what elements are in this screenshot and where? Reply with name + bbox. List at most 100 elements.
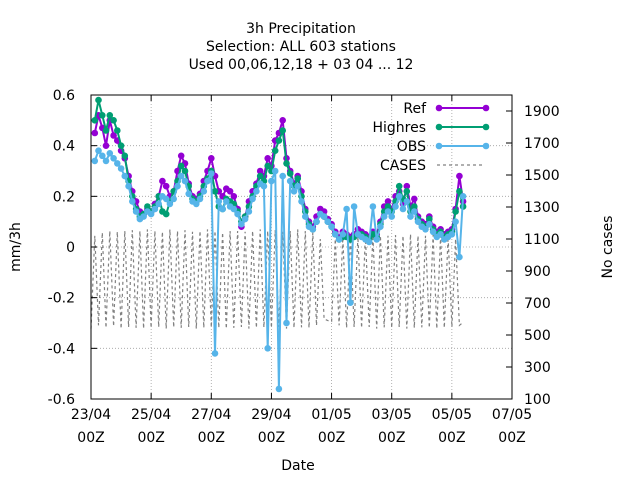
y-tick-label: -0.6 [48, 392, 75, 408]
data-point [256, 167, 264, 175]
data-point [324, 218, 332, 225]
x-tick-label: 07/05 [492, 407, 532, 423]
series-layer [90, 96, 467, 393]
y2-tick-label: 1500 [524, 168, 560, 184]
data-point [121, 152, 129, 160]
data-point [384, 198, 392, 205]
data-point [302, 213, 309, 220]
data-point [193, 200, 200, 208]
legend-marker [482, 142, 490, 150]
data-point [437, 231, 444, 238]
data-point [309, 226, 317, 233]
data-point [380, 213, 388, 220]
x-tick-label: 23/04 [71, 407, 111, 423]
data-point [335, 236, 343, 243]
x-tick-label: 03/05 [372, 407, 412, 423]
legend-marker [435, 123, 443, 131]
legend-label: CASES [380, 158, 426, 174]
data-point [448, 231, 456, 238]
data-point [245, 208, 253, 215]
data-point [125, 182, 132, 190]
data-point [110, 132, 117, 139]
data-point [264, 162, 272, 170]
data-point [275, 385, 283, 393]
x-tick-label: 00Z [318, 430, 345, 446]
data-point [121, 172, 129, 180]
y2-tick-label: 900 [524, 264, 551, 280]
data-point [162, 195, 170, 203]
data-point [298, 198, 305, 205]
data-point [106, 150, 114, 157]
data-point [350, 203, 358, 210]
x-tick-label: 00Z [378, 430, 405, 446]
data-point [459, 193, 467, 200]
data-point [260, 182, 268, 190]
data-point [208, 170, 215, 177]
data-point [264, 155, 272, 162]
data-point [91, 129, 99, 137]
data-point [196, 195, 204, 203]
data-point [238, 220, 245, 228]
data-point [279, 127, 287, 134]
x-tick-label: 00Z [438, 430, 465, 446]
data-point [294, 175, 302, 182]
data-point [181, 167, 189, 175]
x-tick-label: 29/04 [251, 407, 291, 423]
y2-tick-label: 500 [524, 328, 551, 344]
data-point [170, 195, 177, 203]
data-point [159, 177, 166, 185]
data-point [110, 155, 117, 162]
data-point [369, 203, 377, 210]
y2-tick-label: 100 [524, 392, 551, 408]
data-point [230, 205, 238, 213]
x-tick-label: 27/04 [191, 407, 231, 423]
data-point [283, 160, 290, 167]
data-point [162, 210, 170, 218]
data-point [132, 208, 140, 215]
data-point [373, 236, 381, 243]
data-point [114, 127, 121, 134]
legend-label: OBS [397, 139, 426, 155]
data-point [411, 208, 418, 215]
data-point [144, 203, 151, 210]
data-point [102, 142, 110, 149]
legend-label: Ref [403, 101, 427, 117]
axes: 23/04 00Z 25/04 00Z 27/04 00Z 29/04 00Z 01/05 00Z… [48, 88, 560, 446]
data-point [452, 218, 459, 225]
data-point [426, 215, 433, 223]
y2-tick-label: 1100 [524, 232, 560, 248]
x-tick-label: 25/04 [131, 407, 171, 423]
legend-marker [435, 142, 443, 150]
data-point [279, 117, 287, 124]
data-point [129, 198, 136, 205]
data-point [392, 203, 399, 210]
title-line: Used 00,06,12,18 + 03 04 ... 12 [189, 57, 414, 73]
data-point [155, 200, 162, 208]
data-point [271, 167, 279, 175]
data-point [452, 208, 459, 215]
data-point [422, 226, 429, 233]
y2-tick-label: 700 [524, 296, 551, 312]
data-point [384, 203, 392, 210]
data-point [279, 172, 287, 180]
data-point [456, 253, 463, 261]
data-point [208, 155, 215, 162]
y-tick-label: -0.2 [48, 291, 75, 307]
x-tick-label: 00Z [77, 430, 104, 446]
data-point [117, 142, 125, 149]
chart-title: 3h Precipitation Selection: ALL 603 stati… [189, 21, 414, 73]
y-tick-label: 0.2 [53, 189, 75, 205]
data-point [343, 205, 350, 213]
data-point [411, 203, 418, 210]
data-point [294, 182, 302, 190]
data-point [429, 228, 437, 236]
data-point [234, 210, 241, 218]
data-point [117, 165, 125, 172]
data-point [403, 182, 411, 190]
data-point [215, 198, 223, 205]
data-point [271, 147, 279, 154]
data-point [200, 188, 208, 195]
data-point [140, 213, 147, 220]
data-point [177, 172, 185, 180]
